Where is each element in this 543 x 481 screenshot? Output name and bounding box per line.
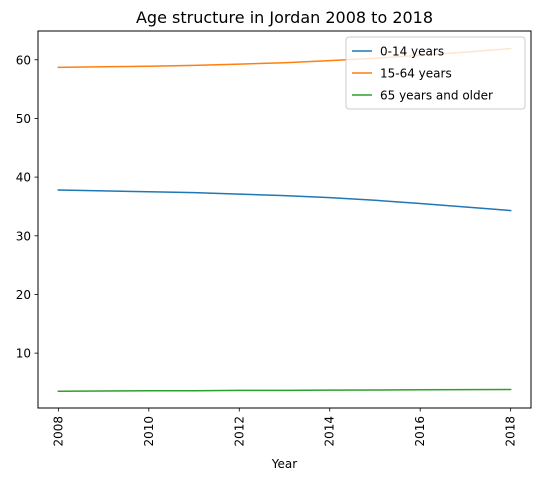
series-line-2: [57, 388, 512, 393]
y-tick-label: 40: [16, 171, 31, 185]
legend-entry-label: 65 years and older: [380, 89, 493, 103]
y-tick-label: 10: [16, 347, 31, 361]
y-tick-label: 20: [16, 288, 31, 302]
y-tick-label: 50: [16, 112, 31, 126]
x-tick-label: 2016: [413, 416, 427, 447]
legend-box: [345, 36, 526, 110]
x-tick-label: 2014: [323, 416, 337, 447]
x-tick-label: 2010: [142, 416, 156, 447]
x-axis-label: Year: [271, 457, 297, 471]
x-tick-label: 2008: [51, 416, 65, 447]
series-line-0: [57, 189, 512, 212]
y-tick-label: 60: [16, 53, 31, 67]
y-tick-label: 30: [16, 229, 31, 243]
x-tick-label: 2018: [504, 416, 518, 447]
x-tick-label: 2012: [232, 416, 246, 447]
chart-title: Age structure in Jordan 2008 to 2018: [136, 8, 433, 27]
plot-frame: [37, 30, 532, 409]
legend: 0-14 years 15-64 years 65 years and older: [345, 36, 526, 110]
legend-entry-label: 15-64 years: [380, 67, 452, 81]
legend-entry-label: 0-14 years: [380, 45, 444, 59]
